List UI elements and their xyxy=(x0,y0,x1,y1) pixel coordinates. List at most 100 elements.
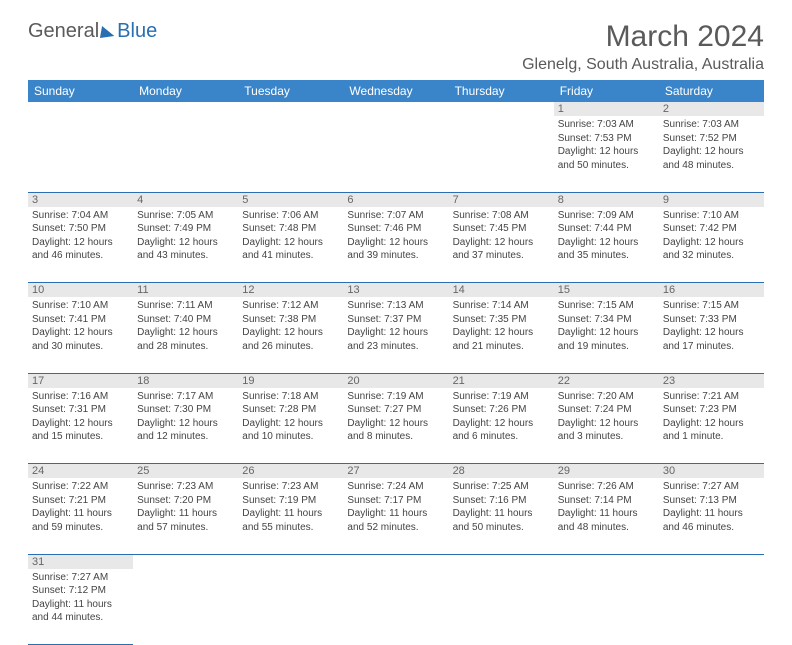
daylight-line: Daylight: 12 hours and 19 minutes. xyxy=(558,326,655,353)
sunset-line: Sunset: 7:48 PM xyxy=(242,222,339,236)
day-cell: Sunrise: 7:12 AMSunset: 7:38 PMDaylight:… xyxy=(238,297,343,373)
daylight-line: Daylight: 12 hours and 21 minutes. xyxy=(453,326,550,353)
sunrise-line: Sunrise: 7:27 AM xyxy=(32,571,129,585)
day-number xyxy=(449,554,554,569)
day-number-row: 31 xyxy=(28,554,764,569)
sunrise-line: Sunrise: 7:26 AM xyxy=(558,480,655,494)
day-cell: Sunrise: 7:15 AMSunset: 7:33 PMDaylight:… xyxy=(659,297,764,373)
sunrise-line: Sunrise: 7:03 AM xyxy=(663,118,760,132)
sunset-line: Sunset: 7:13 PM xyxy=(663,494,760,508)
sunset-line: Sunset: 7:23 PM xyxy=(663,403,760,417)
calendar-body: 12Sunrise: 7:03 AMSunset: 7:53 PMDayligh… xyxy=(28,102,764,645)
daylight-line: Daylight: 12 hours and 43 minutes. xyxy=(137,236,234,263)
daylight-line: Daylight: 12 hours and 3 minutes. xyxy=(558,417,655,444)
sunrise-line: Sunrise: 7:11 AM xyxy=(137,299,234,313)
day-cell: Sunrise: 7:18 AMSunset: 7:28 PMDaylight:… xyxy=(238,388,343,464)
day-number: 29 xyxy=(554,464,659,479)
month-title: March 2024 xyxy=(522,20,764,54)
day-cell xyxy=(133,569,238,645)
daylight-line: Daylight: 12 hours and 15 minutes. xyxy=(32,417,129,444)
sunset-line: Sunset: 7:26 PM xyxy=(453,403,550,417)
daylight-line: Daylight: 12 hours and 1 minute. xyxy=(663,417,760,444)
sunrise-line: Sunrise: 7:17 AM xyxy=(137,390,234,404)
day-number: 16 xyxy=(659,283,764,298)
sunrise-line: Sunrise: 7:08 AM xyxy=(453,209,550,223)
sunrise-line: Sunrise: 7:18 AM xyxy=(242,390,339,404)
location: Glenelg, South Australia, Australia xyxy=(522,56,764,74)
day-cell: Sunrise: 7:24 AMSunset: 7:17 PMDaylight:… xyxy=(343,478,448,554)
sunrise-line: Sunrise: 7:05 AM xyxy=(137,209,234,223)
sunset-line: Sunset: 7:37 PM xyxy=(347,313,444,327)
day-number: 1 xyxy=(554,102,659,116)
sunset-line: Sunset: 7:19 PM xyxy=(242,494,339,508)
daylight-line: Daylight: 12 hours and 46 minutes. xyxy=(32,236,129,263)
day-header: Saturday xyxy=(659,80,764,102)
sunrise-line: Sunrise: 7:03 AM xyxy=(558,118,655,132)
day-cell: Sunrise: 7:23 AMSunset: 7:19 PMDaylight:… xyxy=(238,478,343,554)
day-content-row: Sunrise: 7:10 AMSunset: 7:41 PMDaylight:… xyxy=(28,297,764,373)
day-number: 18 xyxy=(133,373,238,388)
sunset-line: Sunset: 7:12 PM xyxy=(32,584,129,598)
daylight-line: Daylight: 12 hours and 39 minutes. xyxy=(347,236,444,263)
day-number: 10 xyxy=(28,283,133,298)
day-number xyxy=(133,554,238,569)
sunset-line: Sunset: 7:27 PM xyxy=(347,403,444,417)
day-number: 21 xyxy=(449,373,554,388)
sunset-line: Sunset: 7:17 PM xyxy=(347,494,444,508)
sunset-line: Sunset: 7:52 PM xyxy=(663,132,760,146)
day-number: 23 xyxy=(659,373,764,388)
day-cell: Sunrise: 7:26 AMSunset: 7:14 PMDaylight:… xyxy=(554,478,659,554)
daylight-line: Daylight: 12 hours and 30 minutes. xyxy=(32,326,129,353)
day-number: 8 xyxy=(554,192,659,207)
sunrise-line: Sunrise: 7:23 AM xyxy=(137,480,234,494)
daylight-line: Daylight: 12 hours and 12 minutes. xyxy=(137,417,234,444)
sunrise-line: Sunrise: 7:24 AM xyxy=(347,480,444,494)
daylight-line: Daylight: 11 hours and 55 minutes. xyxy=(242,507,339,534)
sunset-line: Sunset: 7:45 PM xyxy=(453,222,550,236)
day-number-row: 10111213141516 xyxy=(28,283,764,298)
day-header: Thursday xyxy=(449,80,554,102)
day-header: Friday xyxy=(554,80,659,102)
day-cell: Sunrise: 7:13 AMSunset: 7:37 PMDaylight:… xyxy=(343,297,448,373)
day-cell: Sunrise: 7:16 AMSunset: 7:31 PMDaylight:… xyxy=(28,388,133,464)
daylight-line: Daylight: 12 hours and 6 minutes. xyxy=(453,417,550,444)
day-number: 25 xyxy=(133,464,238,479)
sunrise-line: Sunrise: 7:10 AM xyxy=(32,299,129,313)
sunrise-line: Sunrise: 7:12 AM xyxy=(242,299,339,313)
sunset-line: Sunset: 7:20 PM xyxy=(137,494,234,508)
day-header: Monday xyxy=(133,80,238,102)
day-cell xyxy=(238,116,343,192)
sunrise-line: Sunrise: 7:21 AM xyxy=(663,390,760,404)
sunset-line: Sunset: 7:44 PM xyxy=(558,222,655,236)
day-number xyxy=(343,102,448,116)
day-number: 22 xyxy=(554,373,659,388)
day-content-row: Sunrise: 7:16 AMSunset: 7:31 PMDaylight:… xyxy=(28,388,764,464)
daylight-line: Daylight: 12 hours and 28 minutes. xyxy=(137,326,234,353)
day-cell: Sunrise: 7:27 AMSunset: 7:12 PMDaylight:… xyxy=(28,569,133,645)
day-cell: Sunrise: 7:03 AMSunset: 7:53 PMDaylight:… xyxy=(554,116,659,192)
daylight-line: Daylight: 12 hours and 50 minutes. xyxy=(558,145,655,172)
daylight-line: Daylight: 11 hours and 59 minutes. xyxy=(32,507,129,534)
day-number: 24 xyxy=(28,464,133,479)
day-number xyxy=(449,102,554,116)
sunrise-line: Sunrise: 7:10 AM xyxy=(663,209,760,223)
day-number-row: 12 xyxy=(28,102,764,116)
sunset-line: Sunset: 7:30 PM xyxy=(137,403,234,417)
daylight-line: Daylight: 12 hours and 10 minutes. xyxy=(242,417,339,444)
day-number-row: 24252627282930 xyxy=(28,464,764,479)
day-cell: Sunrise: 7:19 AMSunset: 7:27 PMDaylight:… xyxy=(343,388,448,464)
daylight-line: Daylight: 12 hours and 41 minutes. xyxy=(242,236,339,263)
day-cell xyxy=(343,569,448,645)
day-cell: Sunrise: 7:19 AMSunset: 7:26 PMDaylight:… xyxy=(449,388,554,464)
day-header-row: SundayMondayTuesdayWednesdayThursdayFrid… xyxy=(28,80,764,102)
day-cell: Sunrise: 7:23 AMSunset: 7:20 PMDaylight:… xyxy=(133,478,238,554)
daylight-line: Daylight: 11 hours and 44 minutes. xyxy=(32,598,129,625)
day-cell: Sunrise: 7:11 AMSunset: 7:40 PMDaylight:… xyxy=(133,297,238,373)
day-number: 13 xyxy=(343,283,448,298)
day-number: 17 xyxy=(28,373,133,388)
day-number: 7 xyxy=(449,192,554,207)
sunset-line: Sunset: 7:38 PM xyxy=(242,313,339,327)
day-header: Wednesday xyxy=(343,80,448,102)
day-cell: Sunrise: 7:20 AMSunset: 7:24 PMDaylight:… xyxy=(554,388,659,464)
sunrise-line: Sunrise: 7:14 AM xyxy=(453,299,550,313)
